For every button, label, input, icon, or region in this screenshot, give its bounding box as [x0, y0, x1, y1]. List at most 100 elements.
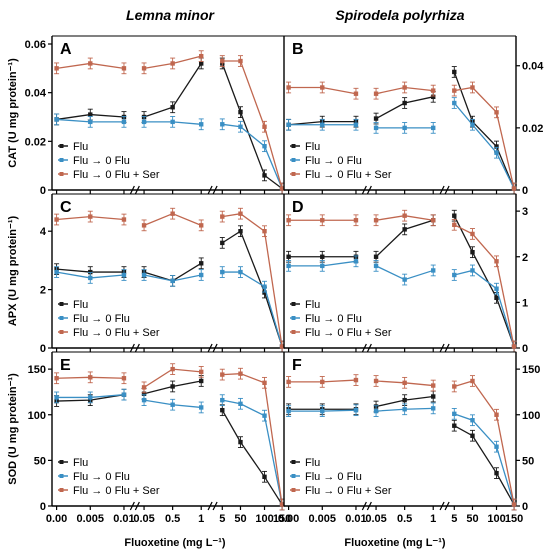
x-tick-label: 150 [273, 513, 291, 525]
series-line [222, 212, 283, 347]
x-tick-label: 0.00 [278, 513, 299, 525]
data-point [170, 384, 175, 389]
data-point [121, 392, 127, 397]
data-point [431, 94, 436, 100]
axis-break-mark [439, 343, 445, 353]
data-point [402, 277, 407, 282]
data-point [452, 213, 457, 218]
legend-entry: Flu [305, 141, 320, 153]
panel-letter-C: C [60, 199, 72, 216]
series-line [222, 399, 283, 505]
legend-marker [59, 488, 64, 492]
data-point [238, 124, 243, 129]
axis-break-mark [361, 185, 367, 195]
y-tick-label: 50 [34, 455, 46, 467]
legend-marker [291, 316, 296, 320]
legend-entry: Flu [73, 457, 88, 469]
data-point [141, 119, 147, 125]
data-point [238, 439, 243, 445]
legend-entry: Flu → 0 Flu + Ser [305, 485, 392, 497]
data-point [279, 502, 285, 507]
legend-entry: Flu → 0 Flu [73, 313, 130, 325]
legend-entry: Flu → 0 Flu + Ser [73, 169, 160, 181]
legend-entry: Flu → 0 Flu + Ser [305, 169, 392, 181]
x-tick-label: 0.5 [165, 513, 180, 525]
data-point [141, 391, 147, 396]
x-tick-label: 1 [430, 513, 436, 525]
data-point [199, 272, 204, 278]
legend-marker [291, 158, 296, 162]
data-point [431, 268, 436, 273]
data-point [470, 122, 475, 127]
axis-break-mark [134, 185, 140, 195]
legend-marker [59, 474, 64, 478]
x-tick-label: 50 [234, 513, 246, 525]
data-point [262, 284, 267, 289]
data-point [279, 344, 285, 349]
axis-break-mark [212, 501, 218, 511]
y-tick-label: 0.06 [25, 39, 46, 51]
data-point [88, 214, 93, 219]
y-tick-label: 0 [40, 343, 46, 355]
legend-marker [291, 172, 296, 176]
legend-entry: Flu → 0 Flu [305, 471, 362, 483]
y-axis-title: CAT (U mg protein⁻¹) [7, 58, 19, 168]
panel-letter-E: E [60, 357, 71, 374]
y-tick-label: 150 [522, 364, 540, 376]
series-line [222, 60, 283, 189]
series-line [453, 102, 515, 189]
data-point [170, 278, 175, 284]
series-line [454, 269, 515, 347]
x-tick-label: 1 [198, 513, 204, 525]
data-point [262, 173, 267, 178]
series-line [222, 373, 283, 505]
data-point [470, 231, 475, 237]
data-point [54, 217, 59, 222]
axis-break-mark [439, 501, 445, 511]
y-axis-title: SOD (U mg protein⁻¹) [7, 373, 19, 485]
data-point [320, 254, 325, 259]
data-point [452, 222, 457, 228]
panel-letter-B: B [292, 41, 304, 58]
axis-break-mark [207, 501, 213, 511]
legend-marker [291, 488, 296, 492]
data-point [286, 85, 291, 90]
data-point [199, 405, 204, 410]
y-tick-label: 100 [522, 410, 540, 422]
data-point [511, 344, 517, 349]
data-point [320, 408, 325, 414]
legend-entry: Flu → 0 Flu [73, 155, 130, 167]
y-tick-label: 0 [40, 185, 46, 197]
data-point [431, 406, 436, 411]
axis-break-mark [129, 501, 135, 511]
y-tick-label: 4 [40, 226, 47, 238]
series-line [453, 425, 515, 505]
data-point [320, 85, 325, 90]
series-line [454, 86, 515, 189]
axis-break-mark [207, 343, 213, 353]
data-point [238, 401, 243, 406]
data-point [402, 380, 407, 386]
data-point [262, 413, 267, 418]
data-point [431, 125, 436, 131]
data-point [54, 395, 59, 400]
y-tick-label: 0 [522, 501, 528, 513]
axis-break-mark [366, 501, 372, 511]
data-point [320, 122, 325, 127]
data-point [320, 263, 325, 269]
data-point [286, 379, 291, 385]
y-tick-label: 0.02 [25, 136, 46, 148]
data-point [141, 66, 147, 71]
x-tick-label: 0.01 [113, 513, 134, 525]
data-point [238, 109, 243, 115]
legend-entry: Flu → 0 Flu + Ser [305, 327, 392, 339]
axis-break-mark [361, 343, 367, 353]
legend-marker [59, 316, 64, 320]
plot-layer: 0 0.02 0.04 0.06 A CAT (U mg protein⁻¹) Flu Flu… [7, 35, 544, 525]
x-tick-label: 150 [505, 513, 523, 525]
legend-marker [59, 302, 64, 306]
data-point [494, 412, 499, 417]
data-point [373, 378, 379, 384]
legend-marker [59, 144, 64, 148]
x-tick-label: 100 [255, 513, 273, 525]
